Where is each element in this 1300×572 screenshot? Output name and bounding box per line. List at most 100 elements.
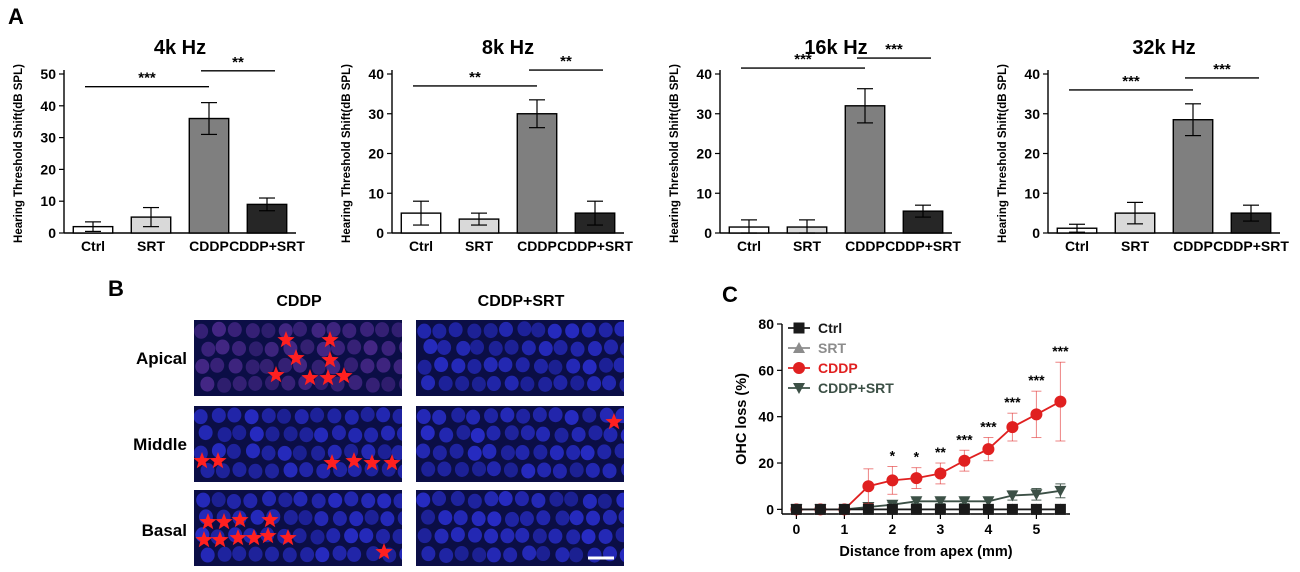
hair-cell-nucleus [555, 547, 570, 563]
hair-cell-nucleus [344, 409, 359, 425]
hair-cell-nucleus [580, 445, 595, 461]
chart-title: 32k Hz [1132, 37, 1195, 59]
hair-cell-nucleus [245, 323, 260, 339]
hair-cell-nucleus [399, 377, 402, 391]
hair-cell-nucleus [471, 376, 486, 392]
hair-cell-nucleus [483, 323, 498, 339]
hair-cell-nucleus [488, 340, 503, 356]
hair-cell-nucleus [618, 509, 624, 525]
data-point-cddp-srt [1030, 489, 1043, 501]
data-point-ctrl [1006, 503, 1018, 515]
hair-cell-nucleus [520, 376, 535, 392]
y-tick-label: 10 [696, 185, 712, 201]
hair-cell-nucleus [520, 425, 535, 441]
hair-cell-nucleus [483, 357, 498, 373]
data-point-ctrl [790, 503, 802, 515]
missing-cell-star [345, 452, 363, 469]
x-axis-label: Distance from apex (mm) [839, 544, 1012, 560]
x-tick-label: CDDP [1173, 238, 1213, 254]
hair-cell-nucleus [232, 546, 247, 562]
hair-cell-nucleus [564, 409, 579, 425]
missing-cell-star [319, 369, 337, 386]
missing-cell-star [259, 527, 277, 544]
hair-cell-nucleus [438, 375, 453, 391]
data-point-cddp [1030, 408, 1043, 421]
hair-cell-nucleus [498, 357, 513, 373]
hair-cell-nucleus [348, 427, 363, 443]
hair-cell-nucleus [536, 546, 551, 562]
hair-cell-nucleus [548, 407, 563, 423]
bar-cddp [1172, 119, 1214, 234]
hair-cell-nucleus [533, 358, 548, 374]
y-tick-label: 40 [696, 66, 712, 82]
hair-cell-nucleus [344, 491, 359, 507]
hair-cell-nucleus [570, 375, 585, 391]
y-tick-label: 40 [40, 98, 56, 114]
bar-chart-32k: 32k Hz Hearing Threshold Shift(dB SPL) 0 10… [990, 26, 1290, 266]
hair-cell-nucleus [316, 463, 331, 479]
bar-chart-8k-svg: 8k Hz Hearing Threshold Shift(dB SPL) 0 10 2… [341, 37, 633, 254]
hair-cell-nucleus [553, 340, 568, 356]
legend-label-srt: SRT [818, 340, 846, 356]
hair-cell-nucleus [366, 546, 381, 562]
hair-cell-nucleus [484, 408, 499, 424]
hair-cell-nucleus [298, 510, 313, 526]
y-tick-label: 30 [696, 106, 712, 122]
hair-cell-nucleus [198, 425, 213, 441]
hair-cell-nucleus [375, 322, 390, 338]
hair-cell-nucleus [416, 409, 431, 425]
hair-cell-nucleus [621, 463, 624, 476]
hair-cell-nucleus [587, 547, 602, 563]
hair-cell-nucleus [201, 341, 216, 357]
hair-cell-nucleus [365, 377, 380, 393]
hair-cell-nucleus [360, 358, 375, 374]
y-tick-label: 40 [758, 409, 774, 425]
hair-cell-nucleus [393, 359, 402, 375]
panel-label-c: C [722, 282, 738, 307]
hair-cell-nucleus [549, 445, 564, 461]
hair-cell-nucleus [210, 357, 225, 373]
panel-label-a: A [8, 4, 24, 29]
hair-cell-nucleus [248, 375, 263, 391]
hair-cell-nucleus [472, 547, 487, 563]
hair-cell-nucleus [194, 323, 209, 339]
hair-cell-nucleus [467, 527, 482, 543]
hair-cell-nucleus [456, 425, 471, 441]
hair-cell-nucleus [248, 341, 263, 357]
significance-label: * [890, 448, 896, 464]
hair-cell-nucleus [522, 545, 537, 561]
hair-cell-nucleus [437, 461, 452, 477]
y-tick-label: 30 [1024, 106, 1040, 122]
hair-cell-nucleus [547, 323, 562, 339]
hair-cell-nucleus [585, 462, 600, 478]
hair-cell-nucleus [503, 547, 518, 563]
significance-label: *** [1004, 394, 1021, 410]
hair-cell-nucleus [586, 510, 601, 526]
x-tick-label: Ctrl [81, 238, 105, 254]
bar-chart-8k: 8k Hz Hearing Threshold Shift(dB SPL) 0 10 2… [334, 26, 634, 266]
hair-cell-nucleus [347, 546, 362, 562]
hair-cell-nucleus [310, 407, 325, 423]
hair-cell-nucleus [454, 461, 469, 477]
data-point-ctrl [1054, 503, 1066, 515]
hair-cell-nucleus [467, 358, 482, 374]
hair-cell-nucleus [245, 359, 260, 375]
hair-cell-nucleus [259, 358, 274, 374]
hair-cell-nucleus [232, 376, 247, 392]
hair-cell-nucleus [314, 427, 329, 443]
hair-cell-nucleus [261, 408, 276, 424]
hair-cell-nucleus [498, 321, 513, 337]
hair-cell-nucleus [566, 445, 581, 461]
legend-label-ctrl: Ctrl [818, 320, 842, 336]
hair-cell-nucleus [326, 528, 341, 544]
hair-cell-nucleus [602, 509, 617, 525]
missing-cell-star [321, 351, 339, 368]
hair-cell-nucleus [569, 547, 584, 563]
hair-cell-nucleus [376, 357, 391, 373]
hair-cell-nucleus [330, 340, 345, 356]
hair-cell-nucleus [597, 493, 612, 509]
hair-cell-nucleus [376, 407, 391, 423]
hair-cell-nucleus [261, 445, 276, 461]
hair-cell-nucleus [421, 461, 436, 477]
hair-cell-nucleus [423, 339, 438, 355]
